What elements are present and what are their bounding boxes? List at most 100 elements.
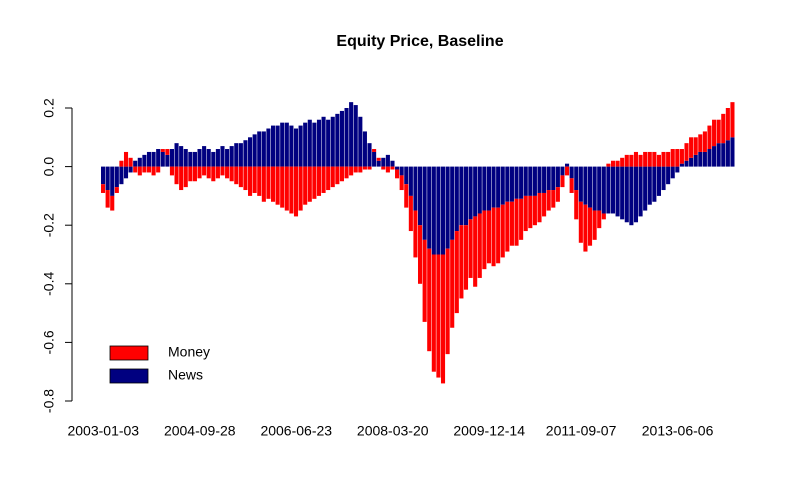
legend-label: News (168, 367, 203, 383)
bar (542, 192, 547, 217)
y-tick-label: -0.2 (41, 213, 57, 237)
bar (712, 146, 717, 167)
bar (123, 151, 129, 167)
bar (353, 105, 358, 167)
bar (128, 166, 133, 173)
bar (597, 166, 602, 211)
bar (367, 166, 372, 170)
bar (436, 254, 441, 378)
bar (689, 137, 694, 158)
bar (523, 195, 528, 232)
bar (248, 166, 253, 196)
bar (275, 166, 280, 205)
bar (583, 166, 588, 205)
y-tick-label: 0.0 (41, 157, 57, 177)
bar (679, 163, 684, 167)
bar (491, 166, 496, 208)
bar (661, 151, 666, 167)
bar (445, 248, 450, 355)
bar (408, 166, 413, 196)
bar (532, 195, 537, 226)
bar (620, 166, 625, 220)
bar (197, 166, 202, 179)
bar (358, 166, 363, 173)
bar (422, 239, 427, 322)
bar (721, 143, 726, 167)
bar (220, 146, 225, 167)
bar (670, 166, 675, 179)
bar (229, 166, 234, 182)
bar (670, 149, 675, 167)
bar (693, 154, 698, 167)
bar (666, 151, 671, 167)
bar (385, 154, 390, 167)
bar (114, 187, 119, 193)
bar (610, 166, 616, 214)
bar (652, 166, 657, 202)
bar (675, 149, 680, 167)
bar (555, 187, 560, 202)
bar (574, 166, 579, 191)
bar (477, 166, 482, 214)
bar (459, 225, 464, 299)
bar (234, 143, 239, 167)
bar (633, 166, 639, 223)
bar (202, 146, 207, 167)
bar (459, 166, 464, 226)
bar (312, 122, 317, 167)
bar (574, 190, 579, 220)
bar (362, 131, 367, 167)
bar (454, 166, 459, 232)
bar (197, 149, 202, 167)
bar (160, 149, 165, 152)
bar (565, 163, 570, 167)
bar (721, 113, 726, 144)
bar (418, 225, 423, 284)
bar (560, 175, 565, 188)
bar (344, 108, 349, 167)
bar (707, 149, 712, 167)
bar (486, 166, 492, 211)
bar (280, 166, 285, 208)
bar (326, 119, 331, 167)
bar (220, 166, 225, 176)
bar (413, 210, 418, 258)
bar (293, 128, 299, 167)
bar (496, 166, 501, 208)
bar (119, 166, 124, 185)
bar (491, 207, 496, 267)
bar (505, 166, 510, 202)
bar (211, 151, 216, 167)
bar (656, 154, 661, 167)
bar (133, 160, 138, 167)
bar (601, 213, 606, 220)
x-tick-label: 2006-06-23 (260, 423, 332, 439)
bar (316, 166, 322, 196)
bar (468, 219, 473, 278)
bar (326, 166, 331, 191)
bar (578, 201, 583, 243)
bar (450, 166, 455, 240)
bar (192, 151, 197, 167)
bar (666, 166, 671, 185)
bar (395, 169, 400, 179)
bar (160, 151, 165, 167)
bar (270, 125, 276, 167)
bar (702, 131, 707, 152)
bar (339, 166, 344, 182)
chart-title: Equity Price, Baseline (336, 33, 503, 50)
bar (496, 207, 501, 264)
bar (395, 166, 400, 170)
bar (445, 166, 450, 249)
bar (101, 184, 106, 193)
bar (376, 157, 381, 161)
bar (101, 166, 106, 185)
bar (473, 216, 478, 287)
bar (661, 166, 666, 191)
bar (225, 149, 230, 167)
bar (597, 210, 602, 229)
bar (450, 239, 455, 328)
bar (298, 125, 303, 167)
bar (440, 254, 446, 384)
bar (500, 204, 505, 258)
